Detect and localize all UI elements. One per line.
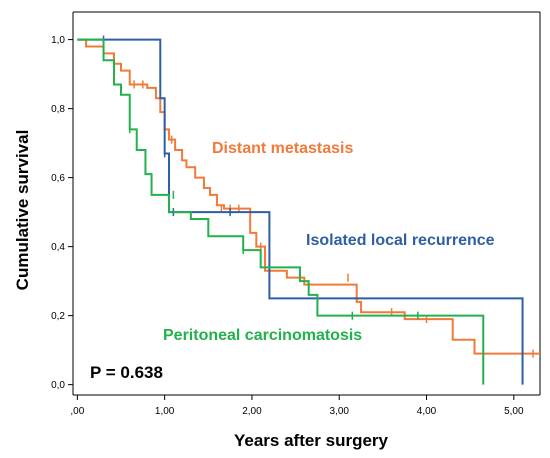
x-tick-label: 5,00 [504,406,524,417]
y-tick-label: 0,6 [51,173,65,184]
y-tick-label: 0,8 [51,104,65,115]
y-tick-label: 0,2 [51,311,65,322]
p-value-annotation: P = 0.638 [90,363,163,382]
series-label-isolated-local-recurrence: Isolated local recurrence [306,232,495,249]
survival-curve-isolated-local-recurrence [77,38,524,385]
x-tick-label: 4,00 [417,406,437,417]
x-tick-label: 2,00 [242,406,262,417]
y-axis-title: Cumulative survival [13,130,32,291]
series-peritoneal-carcinomatosis [77,38,485,385]
x-axis-title: Years after surgery [234,431,389,450]
survival-curve-peritoneal-carcinomatosis [77,38,485,385]
labels-layer: Distant metastasis Isolated local recurr… [90,140,495,382]
y-tick-label: 0,0 [51,380,65,391]
x-tick-label: ,00 [70,406,84,417]
survival-curve-distant-metastasis [77,38,540,355]
series-layer [77,35,540,385]
axes: 0,0 0,2 0,4 0,6 0,8 1,0 ,00 1,00 2,00 3,00 4,00 5,0… [51,11,541,417]
series-label-distant-metastasis: Distant metastasis [212,140,353,157]
x-tick-label: 1,00 [155,406,175,417]
y-tick-label: 1,0 [51,35,65,46]
series-label-peritoneal-carcinomatosis: Peritoneal carcinomatosis [163,327,362,344]
y-tick-label: 0,4 [51,242,65,253]
x-tick-label: 3,00 [329,406,349,417]
series-distant-metastasis [77,38,540,358]
